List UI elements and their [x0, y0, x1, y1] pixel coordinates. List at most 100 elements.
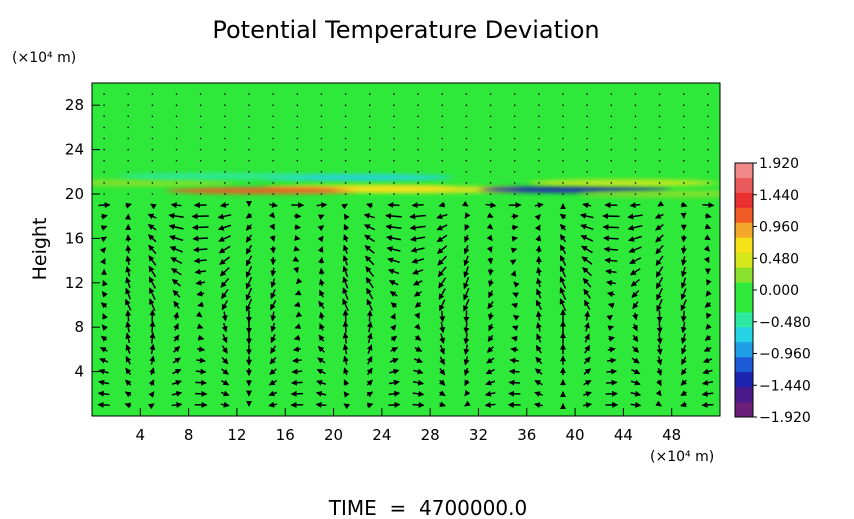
wind-vector	[441, 137, 444, 140]
wind-vector	[417, 126, 419, 129]
wind-vector	[484, 390, 496, 397]
wind-vector	[224, 104, 226, 106]
wind-vector	[296, 137, 299, 140]
wind-vector	[606, 291, 615, 298]
y-tick-label: 12	[65, 274, 84, 292]
wind-vector	[586, 104, 588, 106]
wind-vector	[438, 201, 446, 208]
wind-vector	[217, 224, 232, 231]
wind-vector	[270, 311, 277, 322]
wind-vector	[586, 126, 588, 129]
wind-vector	[270, 278, 277, 289]
wind-vector	[701, 379, 714, 386]
wind-vector	[465, 193, 468, 195]
wind-vector	[175, 171, 178, 173]
wind-vector	[707, 126, 709, 129]
wind-vector	[293, 334, 301, 341]
wind-vector	[173, 323, 179, 331]
wind-vector	[703, 346, 712, 352]
wind-vector	[680, 256, 687, 266]
wind-vector	[417, 115, 419, 118]
wind-vector	[173, 334, 180, 342]
wind-vector	[707, 193, 709, 195]
wind-vector	[125, 265, 132, 277]
wind-vector	[486, 346, 494, 353]
wind-vector	[393, 148, 395, 151]
wind-vector	[344, 93, 347, 95]
wind-vector	[630, 278, 640, 287]
y-unit-label: (×10⁴ m)	[12, 50, 76, 66]
wind-vector	[610, 159, 613, 162]
wind-vector	[634, 137, 637, 140]
wind-vector	[103, 93, 105, 95]
wind-vector	[368, 182, 371, 184]
wind-vector	[658, 182, 661, 184]
wind-vector	[195, 279, 206, 286]
wind-vector	[509, 357, 519, 364]
wind-vector	[513, 193, 516, 195]
wind-vector	[125, 367, 132, 376]
wind-vector	[270, 333, 277, 344]
wind-vector	[175, 193, 178, 195]
wind-vector	[317, 246, 324, 253]
wind-vector	[630, 401, 642, 408]
wind-vector	[342, 355, 349, 365]
y-tick-label: 16	[65, 229, 84, 247]
wind-vector	[272, 137, 274, 140]
wind-vector	[461, 200, 469, 207]
wind-vector	[248, 126, 250, 129]
wind-vector	[606, 314, 614, 321]
wind-vector	[706, 279, 712, 286]
wind-vector	[414, 301, 422, 308]
wind-vector	[705, 290, 712, 297]
wind-vector	[606, 368, 618, 375]
colorbar-segment	[735, 267, 753, 284]
wind-vector	[291, 368, 303, 375]
wind-vector	[680, 333, 687, 344]
wind-vector	[269, 201, 279, 208]
wind-vector	[248, 171, 250, 173]
wind-vector	[103, 104, 105, 106]
wind-vector	[538, 171, 540, 173]
wind-vector	[103, 171, 105, 173]
wind-vector	[610, 104, 613, 106]
wind-vector	[385, 223, 402, 230]
wind-vector	[463, 287, 470, 301]
wind-vector	[510, 346, 519, 353]
wind-vector	[463, 333, 470, 345]
wind-vector	[344, 115, 347, 118]
wind-vector	[320, 126, 323, 129]
wind-vector	[411, 202, 424, 209]
wind-vector	[417, 159, 419, 162]
wind-vector	[151, 182, 154, 184]
wind-vector	[538, 104, 540, 106]
wind-vector	[463, 245, 470, 255]
wind-vector	[417, 148, 419, 151]
wind-vector	[413, 357, 423, 364]
wind-vector	[535, 310, 542, 321]
wind-vector	[631, 368, 641, 375]
colorbar-segment	[735, 177, 753, 194]
wind-vector	[534, 224, 541, 232]
wind-vector	[171, 401, 183, 408]
wind-vector	[368, 159, 371, 162]
wind-vector	[127, 126, 130, 129]
wind-vector	[414, 323, 421, 330]
wind-vector	[342, 265, 349, 278]
wind-vector	[221, 289, 229, 300]
wind-vector	[610, 148, 613, 151]
wind-vector	[366, 355, 373, 365]
colorbar-tick-label: −1.440	[759, 378, 811, 394]
wind-vector	[291, 379, 303, 386]
wind-vector	[629, 257, 642, 265]
wind-vector	[344, 171, 347, 173]
wind-vector	[631, 357, 640, 364]
wind-vector	[680, 390, 687, 397]
wind-vector	[151, 126, 154, 129]
wind-vector	[655, 224, 664, 231]
colorbar-tick-label: 1.440	[759, 188, 799, 204]
wind-vector	[390, 313, 396, 320]
wind-vector	[634, 193, 637, 195]
wind-vector	[173, 311, 180, 320]
